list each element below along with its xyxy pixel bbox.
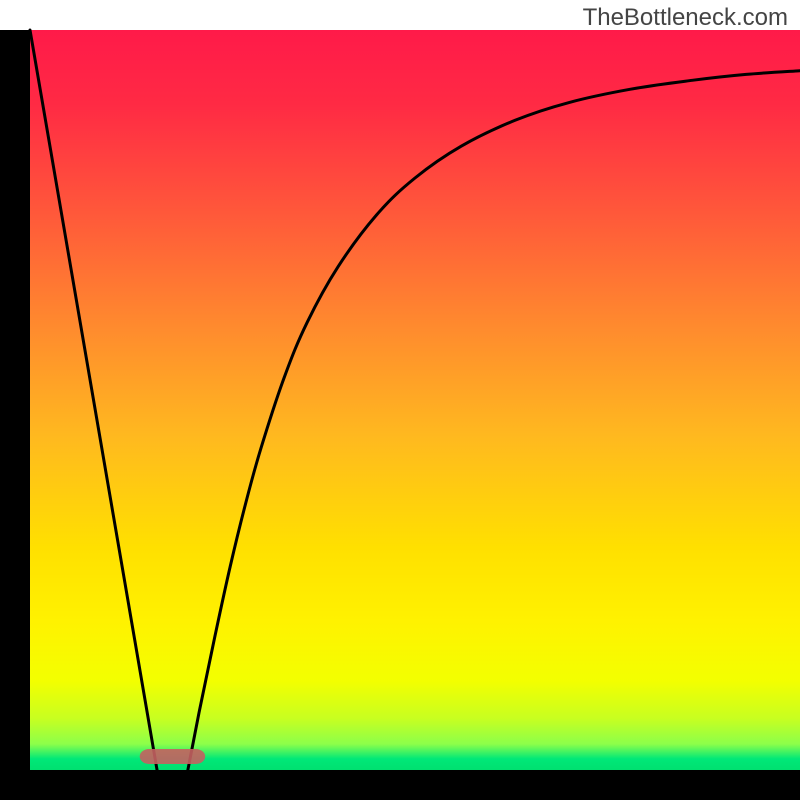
frame-left bbox=[0, 30, 30, 800]
frame-bottom bbox=[0, 770, 800, 800]
chart-root: TheBottleneck.com bbox=[0, 0, 800, 800]
watermark-text: TheBottleneck.com bbox=[583, 4, 788, 32]
gradient-background bbox=[30, 30, 800, 770]
chart-svg bbox=[0, 0, 800, 800]
valley-marker bbox=[140, 749, 205, 764]
